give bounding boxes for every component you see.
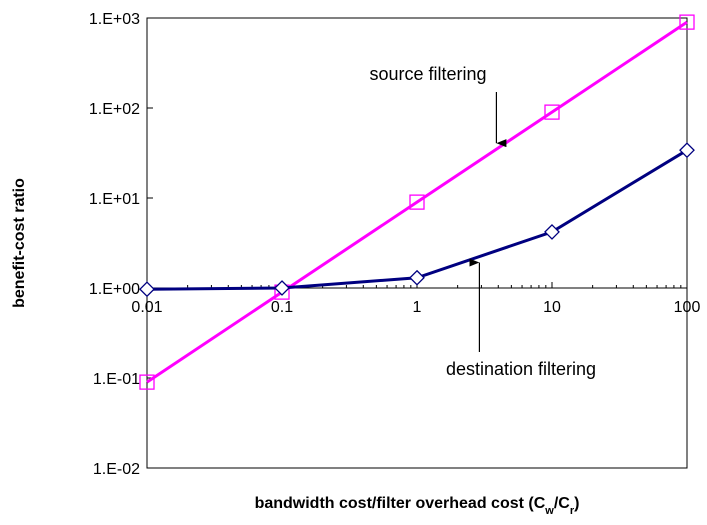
x-axis-title-sub-r: r [570, 505, 575, 517]
y-tick-label: 1.E-01 [93, 371, 140, 388]
axes: 0.01 0.1 1 10 100 1.E-02 1.E-01 1.E+00 1.E+01 1.E… [89, 11, 701, 478]
x-tick-label: 100 [674, 299, 701, 316]
x-tick-label: 0.01 [131, 299, 162, 316]
y-tick-label: 1.E+03 [89, 11, 140, 28]
point-marker-destination-filtering [409, 269, 425, 286]
x-axis-title-mid: /C [554, 495, 570, 512]
x-axis-title: bandwidth cost/filter overhead cost (Cw/… [255, 495, 580, 517]
annotation-source-filtering: source filtering [369, 64, 486, 84]
annotation-destination-filtering: destination filtering [446, 359, 596, 379]
x-axis-title-main: bandwidth cost/filter overhead cost (C [255, 495, 546, 512]
x-axis-title-end: ) [574, 495, 579, 512]
plot-frame [146, 17, 688, 469]
x-tick-label: 0.1 [271, 299, 293, 316]
point-marker-destination-filtering [139, 281, 155, 298]
series-layer [139, 14, 695, 390]
y-tick-label: 1.E+00 [89, 281, 140, 298]
y-tick-label: 1.E+02 [89, 101, 140, 118]
y-axis-title: benefit-cost ratio [11, 178, 28, 308]
series-line-destination-filtering [146, 148, 688, 291]
point-marker-source-filtering [544, 104, 560, 120]
point-marker-destination-filtering [679, 142, 695, 159]
series-line-source-filtering [146, 20, 688, 384]
x-tick-label: 10 [543, 299, 561, 316]
point-marker-source-filtering [679, 14, 695, 30]
point-marker-destination-filtering [274, 280, 290, 296]
point-marker-destination-filtering [544, 223, 560, 240]
y-tick-label: 1.E-02 [93, 461, 140, 478]
x-tick-label: 1 [413, 299, 422, 316]
point-marker-source-filtering [139, 374, 155, 390]
y-tick-label: 1.E+01 [89, 191, 140, 208]
x-axis-title-sub-w: w [544, 505, 554, 517]
point-marker-source-filtering [409, 194, 425, 210]
annotation-layer: source filtering destination filtering [369, 64, 596, 379]
